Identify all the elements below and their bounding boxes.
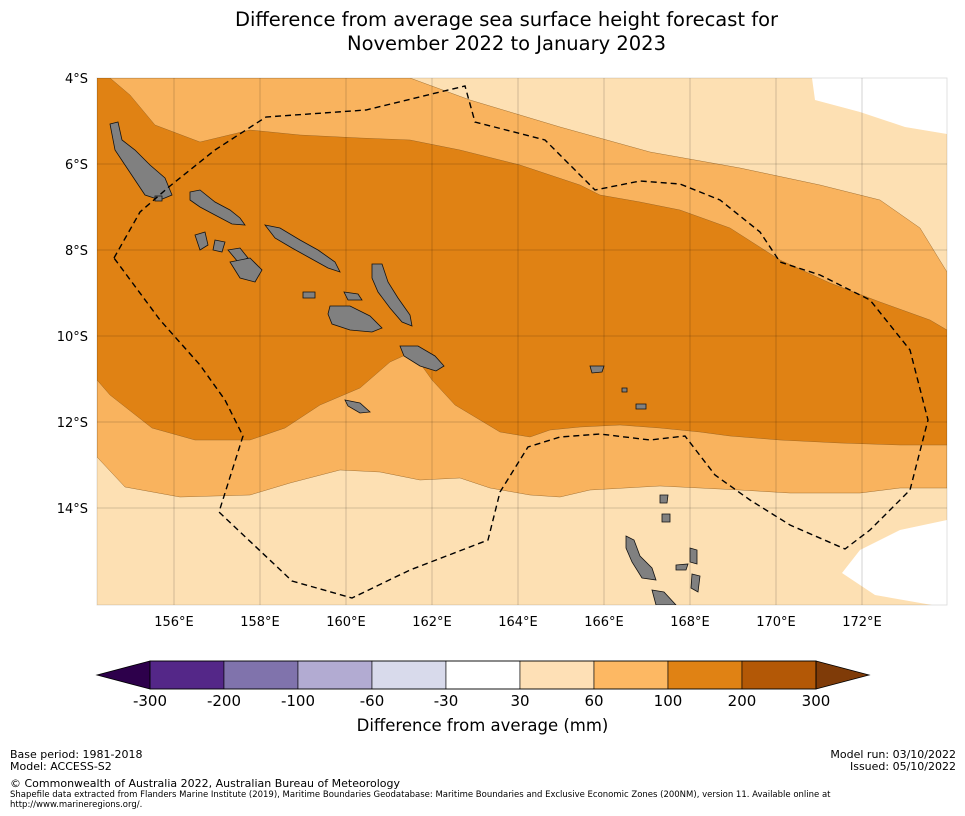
lon-label: 158°E: [240, 615, 280, 630]
title-line-1: Difference from average sea surface heig…: [234, 8, 779, 31]
colorbar-segment: [667, 660, 743, 690]
lon-label: 166°E: [584, 615, 624, 630]
colorbar-tick-label: -60: [360, 692, 385, 710]
lat-label: 12°S: [57, 416, 88, 431]
colorbar-outline: [149, 660, 817, 690]
shapefile-credit-line-1: Shapefile data extracted from Flanders M…: [10, 790, 831, 800]
colorbar-tick-label: -100: [281, 692, 315, 710]
lat-label: 4°S: [65, 72, 88, 87]
pentecost-island: [690, 573, 701, 593]
lat-label: 6°S: [65, 158, 88, 173]
colorbar: -300 -200 -100 -60 -30 30 60 100 200 300: [95, 660, 871, 710]
model-run: Model run: 03/10/2022: [830, 748, 956, 761]
colorbar-tick-label: 30: [510, 692, 529, 710]
sikaiana-island: [589, 365, 605, 374]
shapefile-credit-link[interactable]: http://www.marineregions.org/.: [10, 800, 143, 810]
colorbar-segment: [445, 660, 521, 690]
torres-island: [661, 513, 671, 523]
lat-label: 10°S: [57, 330, 88, 345]
bougainville-island: [109, 121, 173, 201]
colorbar-segment: [223, 660, 299, 690]
latitude-labels: 4°S 6°S 8°S 10°S 12°S 14°S: [57, 72, 88, 517]
colorbar-tick-label: -300: [133, 692, 167, 710]
map-frame: [96, 77, 948, 606]
malaita-island: [371, 263, 413, 327]
land-masses: [109, 121, 701, 605]
lon-label: 168°E: [670, 615, 710, 630]
guadalcanal-island: [327, 305, 383, 333]
colorbar-tick-label: -30: [434, 692, 459, 710]
lat-label: 14°S: [57, 502, 88, 517]
map-area: [97, 78, 947, 605]
lon-label: 162°E: [412, 615, 452, 630]
ambae-island: [675, 563, 689, 571]
band-below-30-south: [842, 520, 947, 605]
lon-label: 160°E: [326, 615, 366, 630]
lat-label: 8°S: [65, 244, 88, 259]
new-georgia-island: [194, 231, 209, 251]
santa-isabel-island: [264, 224, 341, 273]
colorbar-tick-label: 100: [654, 692, 683, 710]
footer-right: Model run: 03/10/2022 Issued: 05/10/2022: [830, 749, 956, 773]
title-line-2: November 2022 to January 2023: [347, 32, 666, 55]
graticule: [97, 78, 947, 605]
band-100-200: [97, 78, 947, 446]
reef-islands: [635, 403, 647, 410]
florida-island: [343, 291, 363, 301]
makira-island: [399, 345, 445, 372]
lon-label: 164°E: [498, 615, 538, 630]
russell-island: [229, 257, 263, 283]
choiseul-island: [189, 189, 246, 226]
colorbar-tick-label: 200: [728, 692, 757, 710]
espiritu-santo-island: [625, 535, 657, 581]
copyright: © Commonwealth of Australia 2022, Austra…: [10, 777, 400, 790]
colorbar-tick-label: -200: [207, 692, 241, 710]
lon-label: 170°E: [756, 615, 796, 630]
colorbar-under-arrow: [95, 660, 151, 690]
lon-label: 172°E: [842, 615, 882, 630]
eez-boundary: [113, 85, 929, 599]
colorbar-over-arrow: [815, 660, 871, 690]
colorbar-segment: [593, 660, 669, 690]
longitude-labels: 156°E 158°E 160°E 162°E 164°E 166°E 168°…: [154, 615, 882, 630]
small-island-a: [302, 291, 316, 299]
colorbar-segment: [149, 660, 225, 690]
colorbar-tick-label: 300: [802, 692, 831, 710]
rennell-island: [344, 399, 371, 414]
lon-label: 156°E: [154, 615, 194, 630]
chart-title: Difference from average sea surface heig…: [0, 8, 965, 56]
colorbar-segment: [741, 660, 817, 690]
colorbar-segments: [149, 660, 817, 690]
model-name: Model: ACCESS-S2: [10, 760, 112, 773]
colorbar-title: Difference from average (mm): [356, 716, 609, 735]
banks-island: [659, 494, 669, 504]
colorbar-segment: [519, 660, 595, 690]
colorbar-tick-label: 60: [584, 692, 603, 710]
maewo-island: [689, 547, 698, 565]
colorbar-tick-labels: -300 -200 -100 -60 -30 30 60 100 200 300: [133, 692, 830, 710]
malekula-island: [651, 589, 677, 605]
duff-island: [621, 387, 628, 393]
band-below-30-north: [812, 78, 947, 134]
shapefile-credit: Shapefile data extracted from Flanders M…: [10, 790, 950, 810]
base-period: Base period: 1981-2018: [10, 748, 143, 761]
colorbar-segment: [371, 660, 447, 690]
colorbar-segment: [297, 660, 373, 690]
footer-left: Base period: 1981-2018 Model: ACCESS-S2: [10, 749, 142, 773]
issued-date: Issued: 05/10/2022: [849, 760, 956, 773]
kolombangara-island: [212, 239, 226, 253]
